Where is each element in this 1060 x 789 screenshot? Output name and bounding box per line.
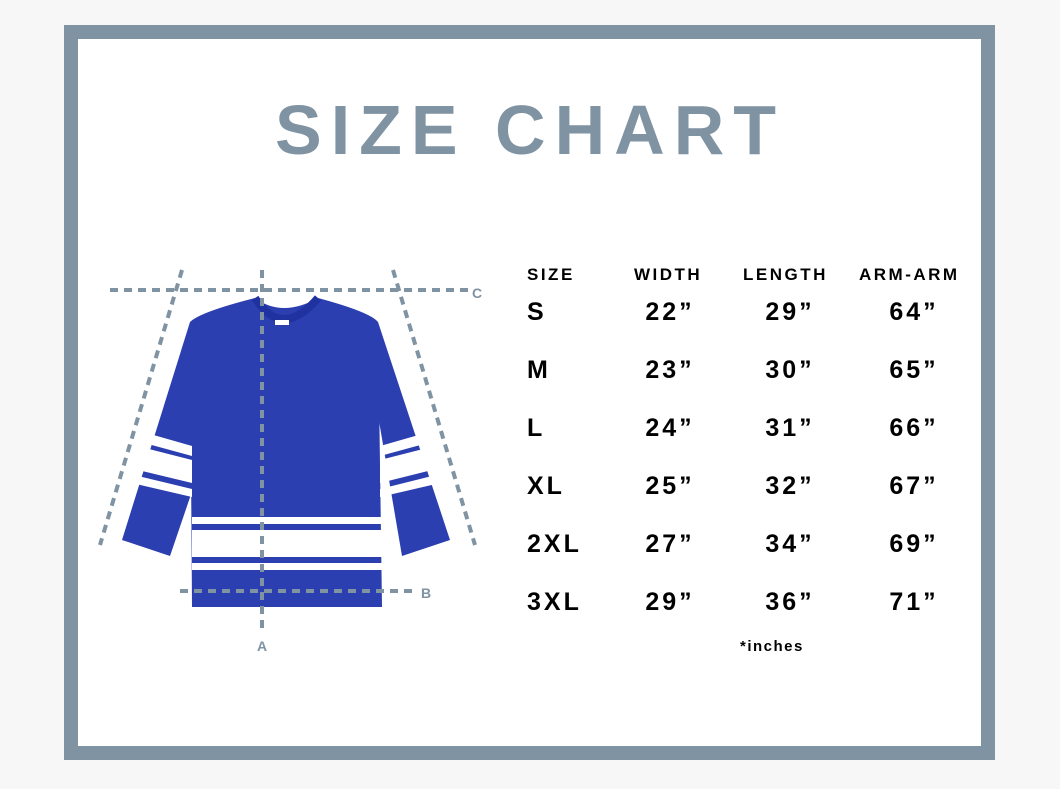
page-title: SIZE CHART bbox=[275, 91, 785, 169]
measurement-value: 23” bbox=[645, 356, 695, 384]
header-arm-arm: ARM-ARM bbox=[859, 265, 960, 284]
measurement-value: 36” bbox=[765, 588, 815, 616]
measurement-value: 29” bbox=[765, 298, 815, 326]
size-label: S bbox=[527, 298, 547, 326]
label-b: B bbox=[421, 585, 431, 601]
label-a: A bbox=[257, 638, 267, 654]
measurement-value: 24” bbox=[645, 414, 695, 442]
measurement-value: 64” bbox=[889, 298, 939, 326]
size-label: 2XL bbox=[527, 530, 582, 558]
measurement-value: 25” bbox=[645, 472, 695, 500]
size-label: 3XL bbox=[527, 588, 582, 616]
measurement-value: 66” bbox=[889, 414, 939, 442]
measurement-value: 67” bbox=[889, 472, 939, 500]
header-length: LENGTH bbox=[743, 265, 828, 284]
measure-line-right bbox=[391, 269, 477, 546]
measurement-value: 34” bbox=[765, 530, 815, 558]
header-size: SIZE bbox=[527, 265, 575, 284]
measurement-value: 27” bbox=[645, 530, 695, 558]
measurement-value: 29” bbox=[645, 588, 695, 616]
measurement-value: 32” bbox=[765, 472, 815, 500]
measure-line-left bbox=[98, 269, 184, 546]
measurement-value: 31” bbox=[765, 414, 815, 442]
measurement-value: 69” bbox=[889, 530, 939, 558]
size-label: XL bbox=[527, 472, 565, 500]
measurement-value: 22” bbox=[645, 298, 695, 326]
label-c: C bbox=[472, 285, 482, 301]
jersey-diagram: A B C bbox=[98, 269, 482, 654]
size-label: M bbox=[527, 356, 551, 384]
measurement-value: 30” bbox=[765, 356, 815, 384]
size-label: L bbox=[527, 414, 546, 442]
jersey-illustration bbox=[122, 295, 450, 607]
measurement-value: 65” bbox=[889, 356, 939, 384]
measurement-value: 71” bbox=[889, 588, 939, 616]
unit-note: *inches bbox=[740, 638, 804, 655]
header-width: WIDTH bbox=[634, 265, 703, 284]
